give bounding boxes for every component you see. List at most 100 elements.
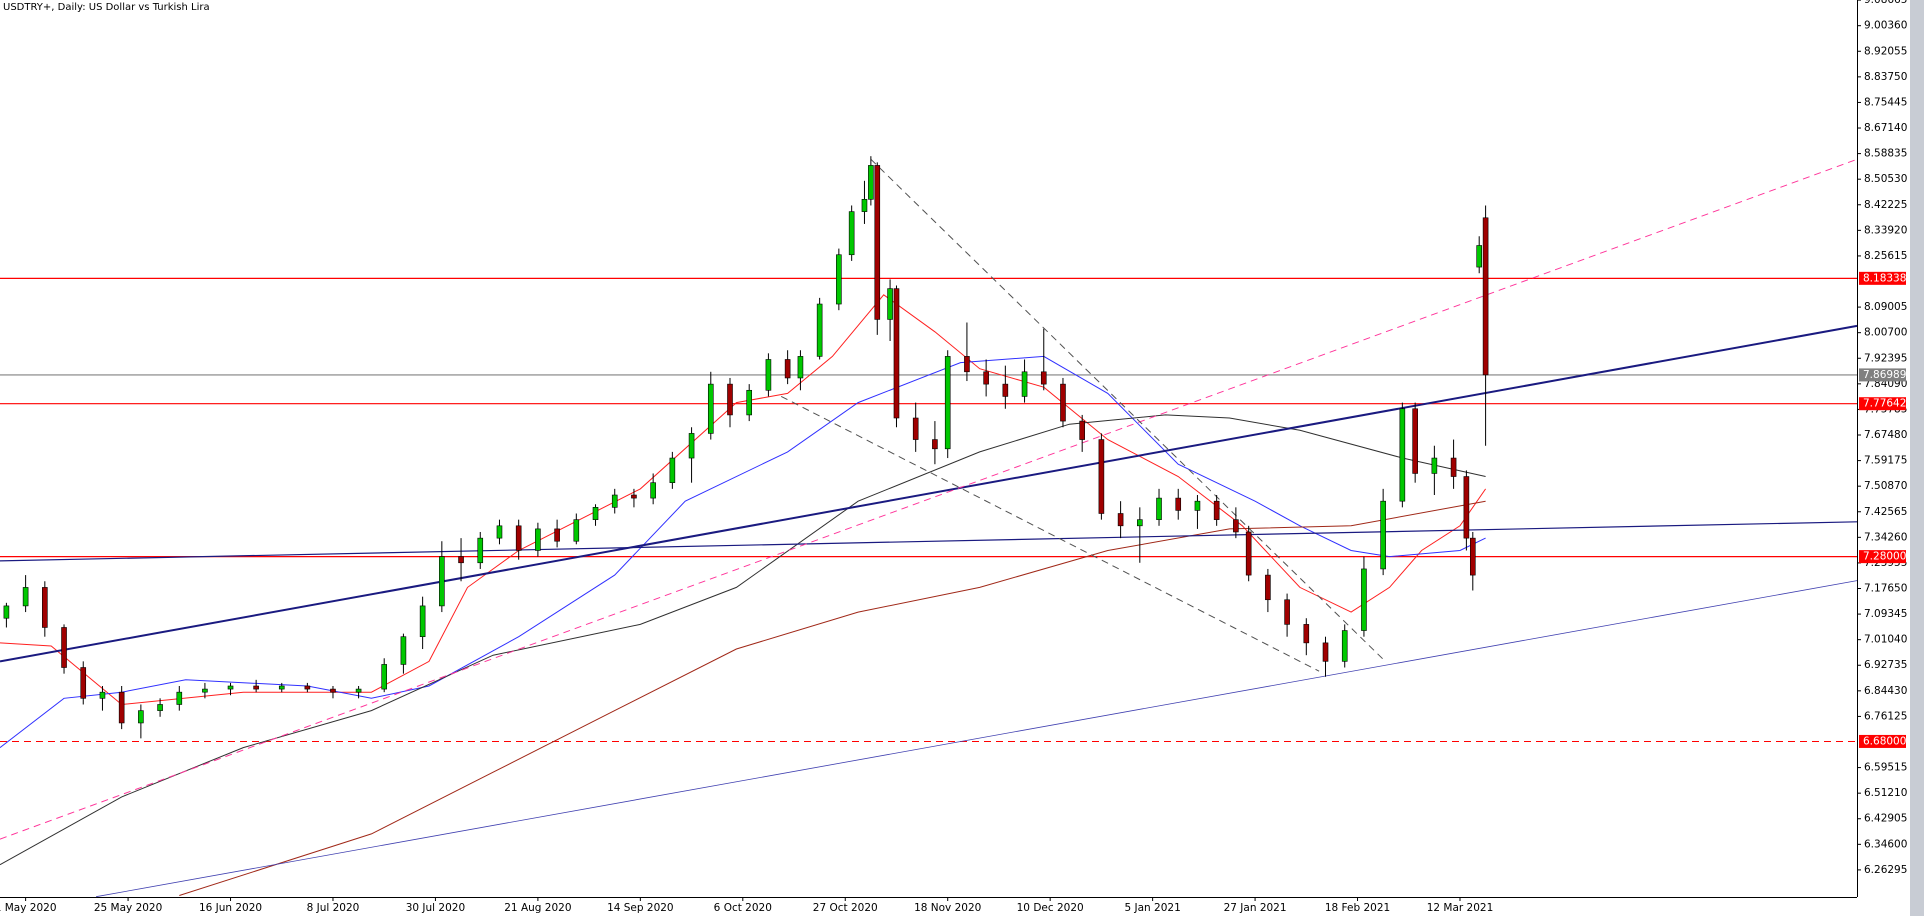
price-level-tag [1859, 397, 1906, 411]
y-tick-label: 9.08665 [1864, 0, 1907, 6]
y-tick-label: 7.34260 [1864, 531, 1907, 543]
candle-body [1002, 383, 1009, 397]
x-tick-label: 10 Dec 2020 [1017, 902, 1084, 914]
price-level-tag [1859, 368, 1906, 382]
y-tick-label: 8.58835 [1864, 148, 1907, 160]
candle-body [515, 525, 522, 551]
trend-line [0, 158, 1858, 840]
y-tick-label: 8.00700 [1864, 327, 1907, 339]
candle-body [887, 288, 893, 320]
candle-body [157, 704, 163, 711]
y-tick-label: 7.67480 [1864, 429, 1907, 441]
x-tick-label: 18 Nov 2020 [914, 902, 981, 914]
candle-body [932, 439, 938, 450]
candle-body [1098, 439, 1105, 514]
candle-body [836, 254, 842, 305]
candle-body [1303, 624, 1310, 644]
candle-body [22, 587, 29, 607]
y-tick-label: 6.59515 [1864, 762, 1907, 774]
candle-body [278, 685, 285, 690]
y-tick-label: 8.83750 [1864, 71, 1907, 83]
adjacent-window-edge [1910, 0, 1924, 916]
price-level-tag [1859, 550, 1906, 564]
candle-body [1060, 383, 1066, 422]
candle-body [458, 556, 464, 564]
candle-body [983, 371, 989, 385]
y-tick-label: 9.00360 [1864, 20, 1907, 32]
candle-body [202, 688, 208, 693]
candle-body [797, 356, 804, 379]
candle-body [944, 356, 951, 450]
candle-body [176, 691, 183, 705]
candle-body [1265, 574, 1271, 601]
x-tick-label: 21 Aug 2020 [504, 902, 571, 914]
y-tick-label: 8.25615 [1864, 250, 1907, 262]
candle-body [707, 383, 714, 434]
trend-line [0, 324, 1858, 663]
y-tick-label: 6.84430 [1864, 685, 1907, 697]
candle-body [477, 537, 484, 564]
candle-body [61, 627, 67, 668]
y-tick-label: 7.17650 [1864, 583, 1907, 595]
candle-body [3, 605, 10, 619]
y-tick-label: 7.92395 [1864, 352, 1907, 364]
y-tick-label: 8.42225 [1864, 199, 1907, 211]
candle-body [1040, 371, 1047, 385]
candle-body [381, 664, 388, 690]
x-tick-label: 16 Jun 2020 [199, 902, 262, 914]
y-tick-label: 7.50870 [1864, 480, 1907, 492]
candle-body [419, 605, 426, 638]
y-tick-label: 7.59175 [1864, 455, 1907, 467]
candle-body [355, 688, 362, 693]
candle-body [861, 198, 868, 212]
candle-body [765, 359, 772, 391]
moving-average [0, 414, 1486, 866]
candle-body [874, 165, 881, 320]
chart-title: USDTRY+, Daily: US Dollar vs Turkish Lir… [3, 2, 210, 13]
candle-body [1361, 568, 1367, 631]
y-tick-label: 8.33920 [1864, 224, 1907, 236]
price-level-label: 7.77642 [1863, 398, 1906, 410]
y-tick-label: 8.50530 [1864, 173, 1907, 185]
x-tick-label: 27 Oct 2020 [813, 902, 878, 914]
y-tick-label: 7.09345 [1864, 608, 1907, 620]
y-tick-label: 8.67140 [1864, 122, 1907, 134]
x-tick-label: 1 May 2020 [0, 902, 57, 914]
moving-average [179, 500, 1486, 896]
candle-body [535, 528, 541, 551]
candle-body [1469, 537, 1476, 576]
candle-body [746, 389, 753, 416]
trend-line [96, 580, 1858, 898]
candle-body [42, 587, 48, 628]
candle-body [1233, 519, 1239, 533]
candle-body [816, 303, 823, 357]
y-tick-label: 6.26295 [1864, 864, 1907, 876]
candle-body [1482, 217, 1489, 376]
candle-body [1380, 500, 1386, 570]
candle-body [1213, 500, 1220, 520]
price-level-label: 6.68000 [1863, 735, 1906, 747]
price-level-tag [1859, 271, 1906, 285]
candle-body [1322, 642, 1329, 662]
candle-body [1021, 371, 1028, 397]
candle-body [669, 457, 676, 483]
lines-layer [0, 158, 1858, 898]
y-tick-label: 6.34600 [1864, 838, 1907, 850]
y-tick-label: 8.09005 [1864, 301, 1907, 313]
x-tick-label: 8 Jul 2020 [307, 902, 360, 914]
y-tick-label: 7.42565 [1864, 506, 1907, 518]
candle-body [1463, 476, 1470, 539]
candle-body [912, 417, 919, 440]
candle-body [1245, 531, 1252, 576]
candle-body [868, 165, 874, 200]
y-tick-label: 6.76125 [1864, 710, 1907, 722]
candle-body [1117, 513, 1124, 527]
candle-body [253, 685, 259, 690]
candle-body [227, 685, 234, 690]
candle-body [1137, 519, 1143, 527]
candle-body [1450, 457, 1457, 477]
candle-body [1412, 408, 1418, 474]
candle-body [1194, 500, 1201, 511]
